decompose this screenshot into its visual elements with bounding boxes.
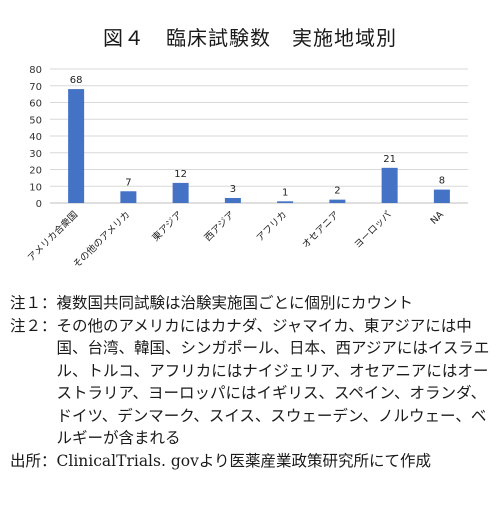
data-label: 21	[383, 154, 396, 165]
y-tick-label: 40	[29, 132, 42, 143]
bar	[433, 189, 450, 203]
note-1-text: 複数国共同試験は治験実施国ごとに個別にカウント	[56, 294, 414, 312]
y-tick-label: 60	[29, 99, 42, 110]
note-2: 注２： その他のアメリカにはカナダ、ジャマイカ、東アジアには中国、台湾、韓国、シ…	[10, 315, 495, 450]
bar	[68, 89, 85, 203]
x-tick-label: オセアニア	[300, 209, 341, 250]
data-label: 3	[230, 184, 236, 195]
data-label: 2	[334, 186, 340, 197]
bar	[172, 182, 189, 203]
data-label: 12	[174, 169, 187, 180]
data-label: 7	[125, 177, 131, 188]
y-tick-label: 10	[29, 182, 42, 193]
x-tick-label: ヨーロッパ	[352, 209, 394, 251]
bar	[224, 197, 241, 203]
source-note: 出所： ClinicalTrials. govより医薬産業政策研究所にて作成	[10, 450, 495, 473]
y-tick-label: 50	[29, 115, 42, 126]
note-1-tag: 注１：	[10, 294, 57, 312]
bar	[329, 199, 346, 203]
y-tick-label: 30	[29, 149, 42, 160]
bar	[381, 167, 398, 203]
x-tick-label: アフリカ	[255, 209, 290, 244]
y-tick-label: 80	[29, 65, 42, 76]
y-tick-label: 0	[36, 199, 42, 210]
bar-chart: 0102030405060708068アメリカ合衆国7その他のアメリカ12東アジ…	[25, 65, 468, 271]
x-tick-label: 東アジア	[150, 209, 185, 244]
chart-title: 図４ 臨床試験数 実施地域別	[103, 26, 397, 50]
x-tick-label: NA	[429, 209, 447, 227]
data-label: 68	[70, 75, 83, 86]
note-2-tag: 注２：	[10, 316, 57, 335]
y-tick-label: 20	[29, 166, 42, 177]
data-label: 1	[282, 187, 288, 198]
x-tick-label: アメリカ合衆国	[25, 209, 80, 264]
bar	[120, 191, 137, 203]
x-tick-label: 西アジア	[203, 209, 237, 243]
data-label: 8	[439, 176, 445, 187]
y-tick-label: 70	[29, 82, 42, 93]
x-tick-label: その他のアメリカ	[71, 209, 133, 271]
bar	[277, 201, 294, 203]
source-tag: 出所：	[10, 451, 57, 470]
notes: 注１： 複数国共同試験は治験実施国ごとに個別にカウント 注２： その他のアメリカ…	[10, 292, 495, 472]
note-2-text: その他のアメリカにはカナダ、ジャマイカ、東アジアには中国、台湾、韓国、シンガポー…	[56, 316, 490, 448]
source-text: ClinicalTrials. govより医薬産業政策研究所にて作成	[56, 451, 432, 470]
note-1: 注１： 複数国共同試験は治験実施国ごとに個別にカウント	[10, 292, 495, 315]
